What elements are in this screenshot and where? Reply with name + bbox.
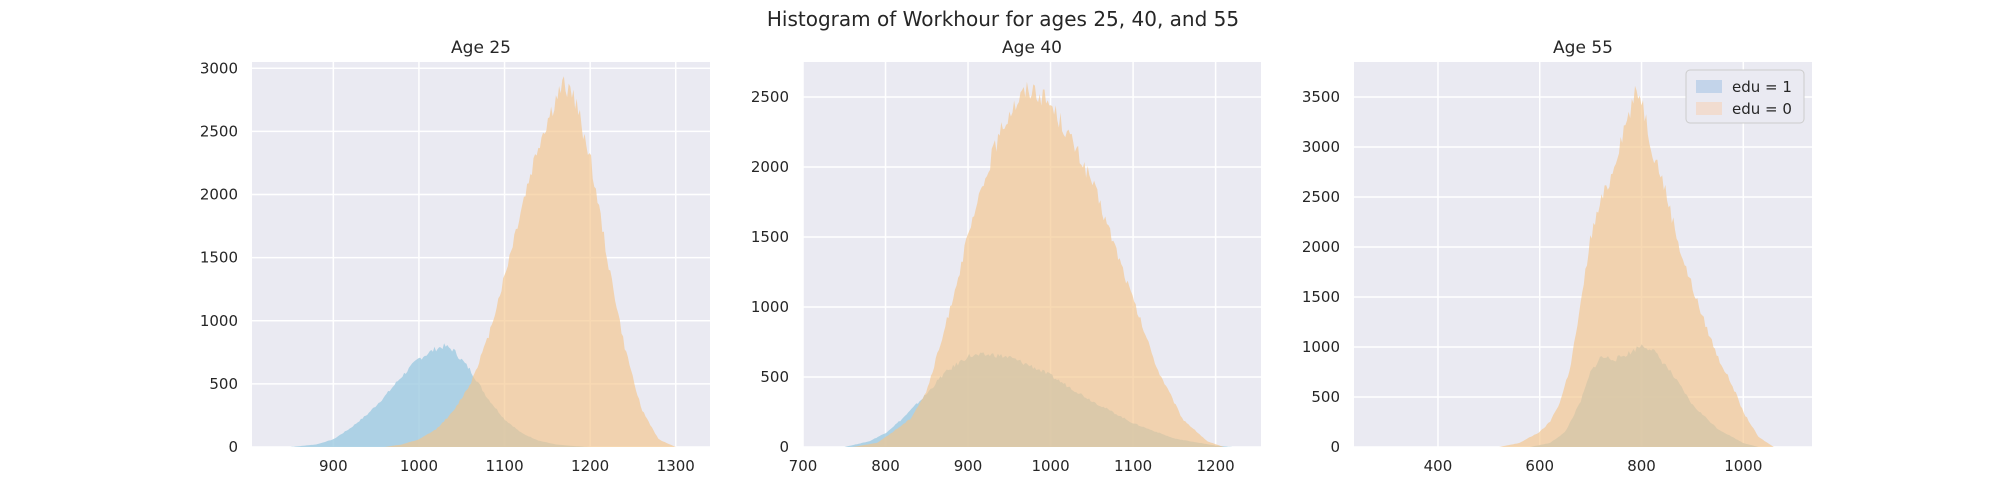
x-tick-label: 900: [954, 457, 983, 475]
x-tick-label: 1200: [571, 457, 609, 475]
legend: edu = 1 edu = 0: [1685, 69, 1805, 124]
y-tick-label: 1500: [1302, 288, 1340, 306]
y-tick-label: 2000: [1302, 238, 1340, 256]
x-tick-label: 900: [319, 457, 348, 475]
legend-label: edu = 1: [1732, 78, 1792, 96]
y-tick-label: 3500: [1302, 88, 1340, 106]
y-tick-label: 0: [228, 438, 238, 456]
x-tick-label: 1000: [1724, 457, 1762, 475]
x-tick-label: 800: [871, 457, 900, 475]
x-tick-label: 1100: [1114, 457, 1152, 475]
panel-title: Age 25: [451, 38, 511, 58]
x-tick-label: 800: [1627, 457, 1656, 475]
legend-label: edu = 0: [1732, 100, 1792, 118]
y-tick-label: 2000: [751, 158, 789, 176]
x-tick-label: 1200: [1197, 457, 1235, 475]
y-tick-label: 0: [779, 438, 789, 456]
histogram-edu-0: [384, 76, 676, 448]
y-tick-label: 0: [1330, 438, 1340, 456]
legend-swatch: [1696, 102, 1722, 115]
x-tick-label: 1000: [1031, 457, 1069, 475]
y-tick-label: 2500: [200, 122, 238, 140]
y-tick-label: 1500: [200, 249, 238, 267]
panel-title: Age 40: [1002, 38, 1062, 58]
chart-panel-2: 700 800 900 1000 1100 1200 0 500 1000 1500 2000 250…: [751, 38, 1261, 475]
y-tick-label: 1500: [751, 228, 789, 246]
x-tick-label: 1300: [657, 457, 695, 475]
x-tick-label: 600: [1525, 457, 1554, 475]
y-tick-label: 500: [760, 368, 789, 386]
histogram-edu-0: [852, 81, 1224, 447]
y-tick-label: 2500: [751, 88, 789, 106]
y-tick-label: 3000: [200, 59, 238, 77]
y-tick-label: 1000: [751, 298, 789, 316]
panel-title: Age 55: [1553, 38, 1613, 58]
legend-swatch: [1696, 80, 1722, 93]
x-tick-label: 1000: [400, 457, 438, 475]
chart-panel-1: 900 1000 1100 1200 1300 0 500 1000 1500 2000 2500 3…: [200, 38, 710, 475]
panels: 900 1000 1100 1200 1300 0 500 1000 1500 2000 2500 3…: [200, 38, 1812, 475]
x-tick-label: 1100: [485, 457, 523, 475]
y-tick-label: 3000: [1302, 138, 1340, 156]
figure-title: Histogram of Workhour for ages 25, 40, a…: [767, 7, 1239, 31]
histogram-edu-0: [1499, 85, 1774, 448]
y-tick-label: 500: [1311, 388, 1340, 406]
y-tick-label: 2500: [1302, 188, 1340, 206]
y-tick-label: 2000: [200, 186, 238, 204]
chart-panel-3: 400 600 800 1000 0 500 1000 1500 2000 2500 3000 350…: [1302, 38, 1812, 475]
y-tick-label: 1000: [1302, 338, 1340, 356]
y-tick-label: 500: [209, 375, 238, 393]
x-tick-label: 700: [789, 457, 818, 475]
x-tick-label: 400: [1424, 457, 1453, 475]
histogram-edu-1: [290, 343, 591, 447]
y-tick-label: 1000: [200, 312, 238, 330]
